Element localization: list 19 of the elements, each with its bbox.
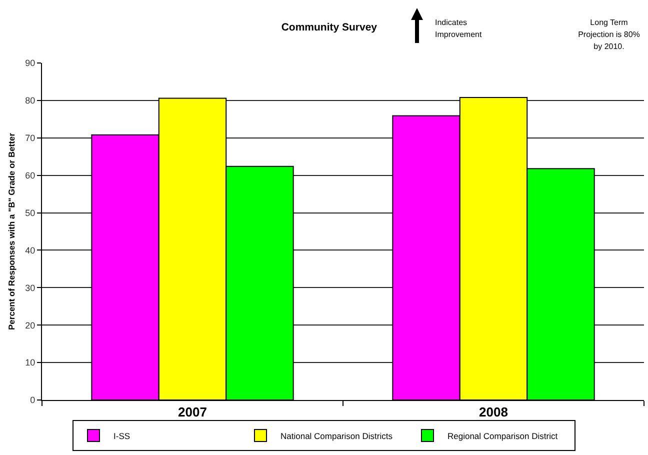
legend-label: I-SS [114,430,130,441]
y-axis-title: Percent of Responses with a "B" Grade or Better [6,132,17,330]
y-tick-label: 30 [25,282,36,293]
text: Indicates Improvement [435,17,483,41]
legend-label: Regional Comparison District [448,430,558,441]
y-tick-label: 10 [25,358,36,368]
y-tick-label: 0 [30,395,36,406]
text: Long Term Projection is 80% by 2010. [577,17,641,53]
y-tick-label: 70 [25,133,36,144]
y-tick-label: 80 [25,96,36,106]
y-tick-label: 50 [25,208,36,218]
y-tick-label: 20 [25,320,36,330]
legend-label: National Comparison Districts [280,430,392,441]
y-tick-label: 90 [25,58,36,68]
x-tick-label: 2008 [479,404,508,420]
y-tick-label: 40 [25,245,36,256]
chart-title: Community Survey [281,22,378,34]
y-tick-label: 60 [25,170,36,180]
x-tick-label: 2007 [178,404,207,420]
